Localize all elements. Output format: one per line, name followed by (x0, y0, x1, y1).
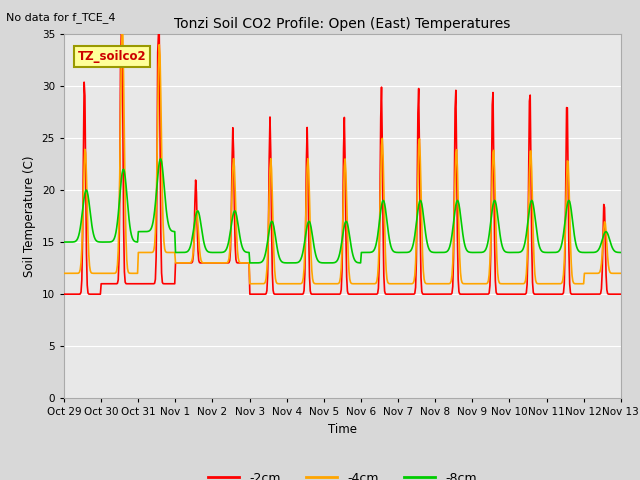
Text: No data for f_TCE_4: No data for f_TCE_4 (6, 12, 116, 23)
Title: Tonzi Soil CO2 Profile: Open (East) Temperatures: Tonzi Soil CO2 Profile: Open (East) Temp… (174, 17, 511, 31)
Legend: -2cm, -4cm, -8cm: -2cm, -4cm, -8cm (204, 467, 481, 480)
Text: TZ_soilco2: TZ_soilco2 (78, 50, 147, 63)
Y-axis label: Soil Temperature (C): Soil Temperature (C) (23, 155, 36, 277)
X-axis label: Time: Time (328, 423, 357, 436)
